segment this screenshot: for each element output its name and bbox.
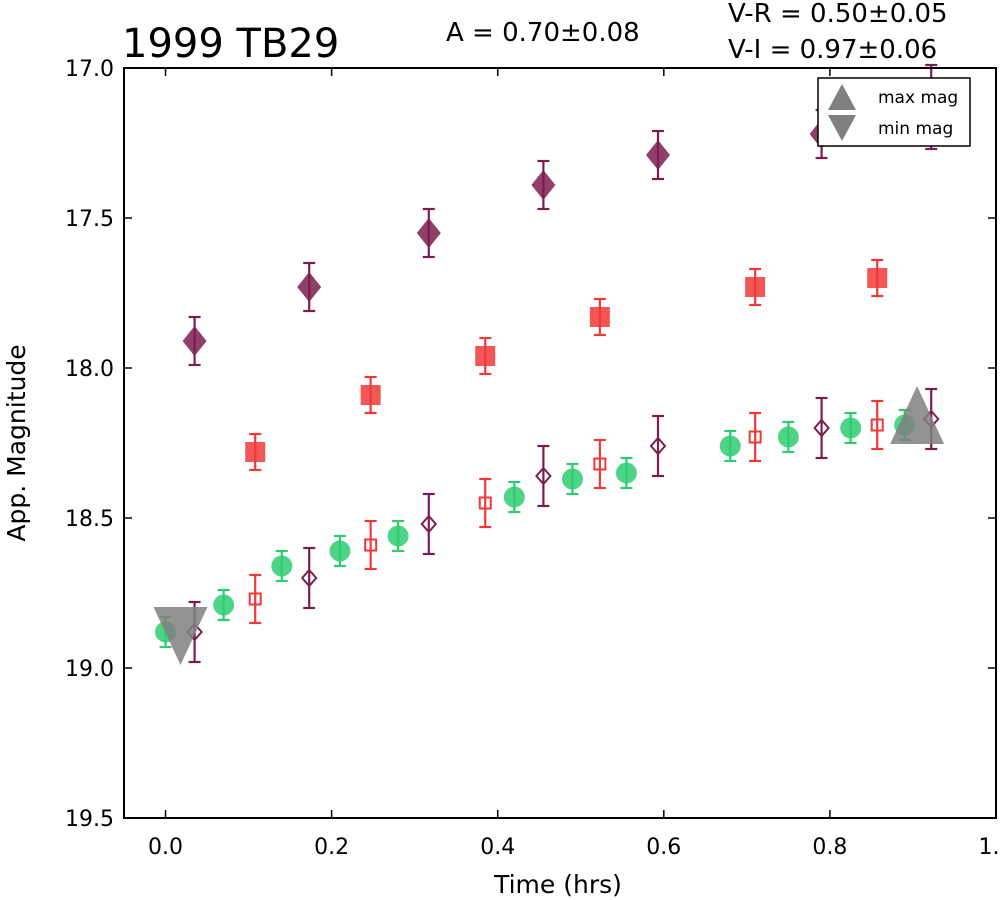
open-diamond-point — [649, 436, 667, 456]
plot-frame — [123, 67, 997, 819]
y-tick-label: 19.0 — [65, 657, 114, 682]
x-axis-label: Time (hrs) — [493, 870, 622, 899]
error-bar — [593, 438, 606, 490]
filled-square-point — [245, 442, 266, 462]
legend: max mag min mag — [817, 77, 971, 147]
filled-square-point — [867, 268, 888, 288]
min-mag-triangle-icon — [828, 115, 856, 141]
filled-square-point — [360, 385, 381, 405]
y-axis-label: App. Magnitude — [2, 344, 31, 541]
error-bar — [749, 411, 762, 463]
v-i-annotation: V-I = 0.97±0.06 — [728, 35, 937, 65]
filled-circle-point — [615, 462, 637, 484]
series-0 — [155, 408, 916, 649]
min-mag-marker — [153, 606, 208, 665]
error-bar — [815, 396, 828, 460]
filled-circle-point — [561, 468, 583, 490]
filled-circle-point — [503, 486, 525, 508]
max-mag-triangle-icon — [828, 84, 856, 110]
filled-circle-point — [271, 555, 293, 577]
axis-ticks: 0.0 0.2 0.4 0.6 0.8 1.0 17.0 17.5 18.0 18.5 19.0 19… — [65, 57, 1000, 860]
plot-marks — [153, 63, 945, 665]
filled-circle-point — [329, 540, 351, 562]
amplitude-annotation: A = 0.70±0.08 — [446, 18, 640, 48]
filled-square-point — [475, 346, 496, 366]
open-diamond-point — [300, 568, 318, 588]
filled-circle-point — [213, 594, 235, 616]
filled-circle-point — [387, 525, 409, 547]
open-square-point — [593, 457, 607, 471]
error-bar — [303, 546, 316, 610]
y-tick-label: 19.5 — [65, 807, 114, 832]
series-4 — [186, 387, 940, 664]
error-bar — [537, 444, 550, 508]
x-tick-label: 0.0 — [148, 835, 183, 860]
y-tick-label: 17.5 — [65, 207, 114, 232]
y-tick-label: 18.0 — [65, 357, 114, 382]
legend-label-min-mag: min mag — [878, 119, 953, 139]
legend-label-max-mag: max mag — [878, 88, 958, 108]
y-tick-label: 18.5 — [65, 507, 114, 532]
filled-square-point — [745, 277, 766, 297]
filled-diamond-point — [645, 140, 670, 170]
filled-diamond-point — [297, 272, 322, 302]
error-bar — [422, 492, 435, 556]
open-square-point — [478, 496, 492, 510]
x-tick-label: 0.8 — [812, 835, 847, 860]
filled-square-point — [589, 307, 610, 327]
open-square-point — [364, 538, 378, 552]
error-bar — [871, 399, 884, 451]
filled-diamond-point — [416, 218, 441, 248]
filled-circle-point — [840, 417, 862, 439]
x-tick-label: 1.0 — [979, 835, 1000, 860]
open-diamond-point — [420, 514, 438, 534]
open-square-point — [248, 592, 262, 606]
x-tick-label: 0.4 — [480, 835, 515, 860]
error-bar — [479, 477, 492, 529]
open-diamond-point — [813, 418, 830, 438]
y-tick-label: 17.0 — [65, 57, 114, 82]
max-mag-marker — [890, 386, 945, 445]
error-bar — [651, 414, 664, 478]
error-bar — [364, 519, 377, 571]
filled-diamond-point — [182, 326, 207, 356]
series-1 — [245, 258, 888, 472]
chart-title: 1999 TB29 — [122, 21, 339, 67]
series-3 — [248, 399, 884, 625]
open-diamond-point — [535, 466, 552, 486]
filled-diamond-point — [531, 170, 556, 200]
filled-circle-point — [719, 435, 741, 457]
x-tick-label: 0.2 — [314, 835, 349, 860]
v-r-annotation: V-R = 0.50±0.05 — [728, 0, 948, 29]
open-square-point — [748, 430, 762, 444]
x-tick-label: 0.6 — [646, 835, 681, 860]
error-bar — [249, 573, 262, 625]
open-square-point — [870, 418, 884, 432]
filled-circle-point — [777, 426, 799, 448]
